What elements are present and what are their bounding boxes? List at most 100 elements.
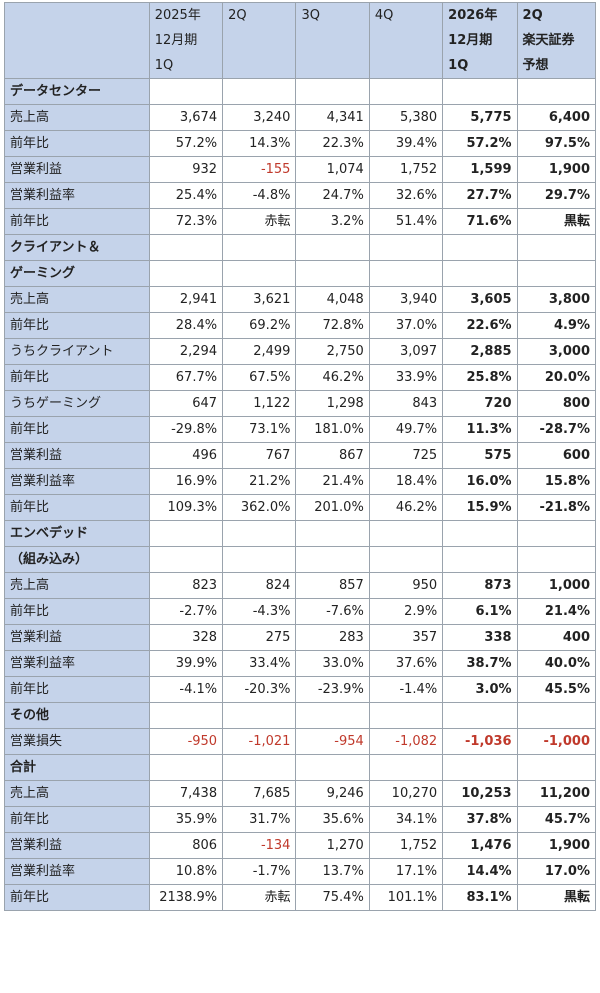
value-cell: 3,000 bbox=[516, 338, 597, 365]
section-title-row: 合計 bbox=[4, 754, 597, 781]
value-cell: -4.8% bbox=[222, 182, 297, 209]
value-cell: -1.7% bbox=[222, 858, 297, 885]
section-title-row: ゲーミング bbox=[4, 260, 597, 287]
value-cell: 39.9% bbox=[148, 650, 224, 677]
value-cell: 赤転 bbox=[222, 884, 297, 911]
table-row: 営業利益 806 -134 1,270 1,752 1,476 1,900 bbox=[4, 832, 597, 859]
header-line: 12月期 bbox=[448, 33, 493, 48]
value-cell: 97.5% bbox=[516, 130, 597, 157]
row-label: 前年比 bbox=[4, 364, 150, 391]
value-cell: 51.4% bbox=[368, 208, 444, 235]
empty-cell bbox=[148, 78, 224, 105]
empty-cell bbox=[148, 520, 224, 547]
value-cell: 69.2% bbox=[222, 312, 297, 339]
value-cell: -1,082 bbox=[368, 728, 444, 755]
value-cell: 647 bbox=[148, 390, 224, 417]
empty-cell bbox=[516, 260, 597, 287]
value-cell: 31.7% bbox=[222, 806, 297, 833]
value-cell: 38.7% bbox=[442, 650, 518, 677]
table-row: うちゲーミング 647 1,122 1,298 843 720 800 bbox=[4, 390, 597, 417]
value-cell: 362.0% bbox=[222, 494, 297, 521]
value-cell: 34.1% bbox=[368, 806, 444, 833]
empty-cell bbox=[516, 754, 597, 781]
header-cell: 2Q 楽天証券 予想 bbox=[516, 2, 597, 79]
header-line: 1Q bbox=[154, 58, 174, 73]
value-cell: 21.2% bbox=[222, 468, 297, 495]
value-cell: 20.0% bbox=[516, 364, 597, 391]
value-cell: 37.6% bbox=[368, 650, 444, 677]
value-cell: 37.8% bbox=[442, 806, 518, 833]
empty-cell bbox=[148, 702, 224, 729]
section-title: クライアント＆ bbox=[4, 234, 150, 261]
value-cell: 1,752 bbox=[368, 832, 444, 859]
value-cell: 338 bbox=[442, 624, 518, 651]
table-row: 前年比 28.4% 69.2% 72.8% 37.0% 22.6% 4.9% bbox=[4, 312, 597, 339]
value-cell: 1,122 bbox=[222, 390, 297, 417]
value-cell: 24.7% bbox=[295, 182, 370, 209]
value-cell: 35.9% bbox=[148, 806, 224, 833]
value-cell: 33.9% bbox=[368, 364, 444, 391]
table-row: 営業損失 -950 -1,021 -954 -1,082 -1,036 -1,000 bbox=[4, 728, 597, 755]
section-title: ゲーミング bbox=[4, 260, 150, 287]
value-cell: 33.4% bbox=[222, 650, 297, 677]
value-cell: 赤転 bbox=[222, 208, 297, 235]
value-cell: 3,800 bbox=[516, 286, 597, 313]
section-title: その他 bbox=[4, 702, 150, 729]
row-label: 前年比 bbox=[4, 208, 150, 235]
value-cell: 35.6% bbox=[295, 806, 370, 833]
empty-cell bbox=[222, 260, 297, 287]
value-cell: -4.3% bbox=[222, 598, 297, 625]
value-cell: -1,036 bbox=[442, 728, 518, 755]
value-cell: 5,380 bbox=[368, 104, 444, 131]
value-cell: 5,775 bbox=[442, 104, 518, 131]
empty-cell bbox=[295, 260, 370, 287]
empty-cell bbox=[295, 520, 370, 547]
value-cell: 25.4% bbox=[148, 182, 224, 209]
empty-cell bbox=[368, 702, 444, 729]
empty-cell bbox=[368, 546, 444, 573]
row-label: 営業利益率 bbox=[4, 858, 150, 885]
section-title: （組み込み） bbox=[4, 546, 150, 573]
row-label: 前年比 bbox=[4, 676, 150, 703]
value-cell: 1,752 bbox=[368, 156, 444, 183]
value-cell: 15.9% bbox=[442, 494, 518, 521]
value-cell: 2,294 bbox=[148, 338, 224, 365]
value-cell: 823 bbox=[148, 572, 224, 599]
value-cell: 328 bbox=[148, 624, 224, 651]
value-cell: 29.7% bbox=[516, 182, 597, 209]
value-cell: 39.4% bbox=[368, 130, 444, 157]
value-cell: 857 bbox=[295, 572, 370, 599]
row-label: 前年比 bbox=[4, 416, 150, 443]
value-cell: 57.2% bbox=[442, 130, 518, 157]
value-cell: 25.8% bbox=[442, 364, 518, 391]
value-cell: 720 bbox=[442, 390, 518, 417]
value-cell: 14.3% bbox=[222, 130, 297, 157]
empty-cell bbox=[295, 546, 370, 573]
value-cell: -1.4% bbox=[368, 676, 444, 703]
table-row: 売上高 823 824 857 950 873 1,000 bbox=[4, 572, 597, 599]
table-row: 営業利益率 39.9% 33.4% 33.0% 37.6% 38.7% 40.0% bbox=[4, 650, 597, 677]
value-cell: 1,599 bbox=[442, 156, 518, 183]
value-cell: -4.1% bbox=[148, 676, 224, 703]
value-cell: 18.4% bbox=[368, 468, 444, 495]
value-cell: -1,000 bbox=[516, 728, 597, 755]
empty-cell bbox=[442, 702, 518, 729]
empty-cell bbox=[148, 260, 224, 287]
empty-cell bbox=[368, 78, 444, 105]
value-cell: 7,438 bbox=[148, 780, 224, 807]
value-cell: 725 bbox=[368, 442, 444, 469]
value-cell: 4,048 bbox=[295, 286, 370, 313]
value-cell: 1,074 bbox=[295, 156, 370, 183]
row-label: 前年比 bbox=[4, 312, 150, 339]
header-line: 2Q bbox=[228, 8, 247, 23]
table-row: 営業利益率 16.9% 21.2% 21.4% 18.4% 16.0% 15.8% bbox=[4, 468, 597, 495]
value-cell: 9,246 bbox=[295, 780, 370, 807]
row-label: 営業利益 bbox=[4, 156, 150, 183]
empty-cell bbox=[368, 520, 444, 547]
value-cell: 2,941 bbox=[148, 286, 224, 313]
value-cell: 67.7% bbox=[148, 364, 224, 391]
value-cell: -20.3% bbox=[222, 676, 297, 703]
header-cell: 2Q bbox=[222, 2, 297, 79]
value-cell: 10,253 bbox=[442, 780, 518, 807]
section-title-row: その他 bbox=[4, 702, 597, 729]
